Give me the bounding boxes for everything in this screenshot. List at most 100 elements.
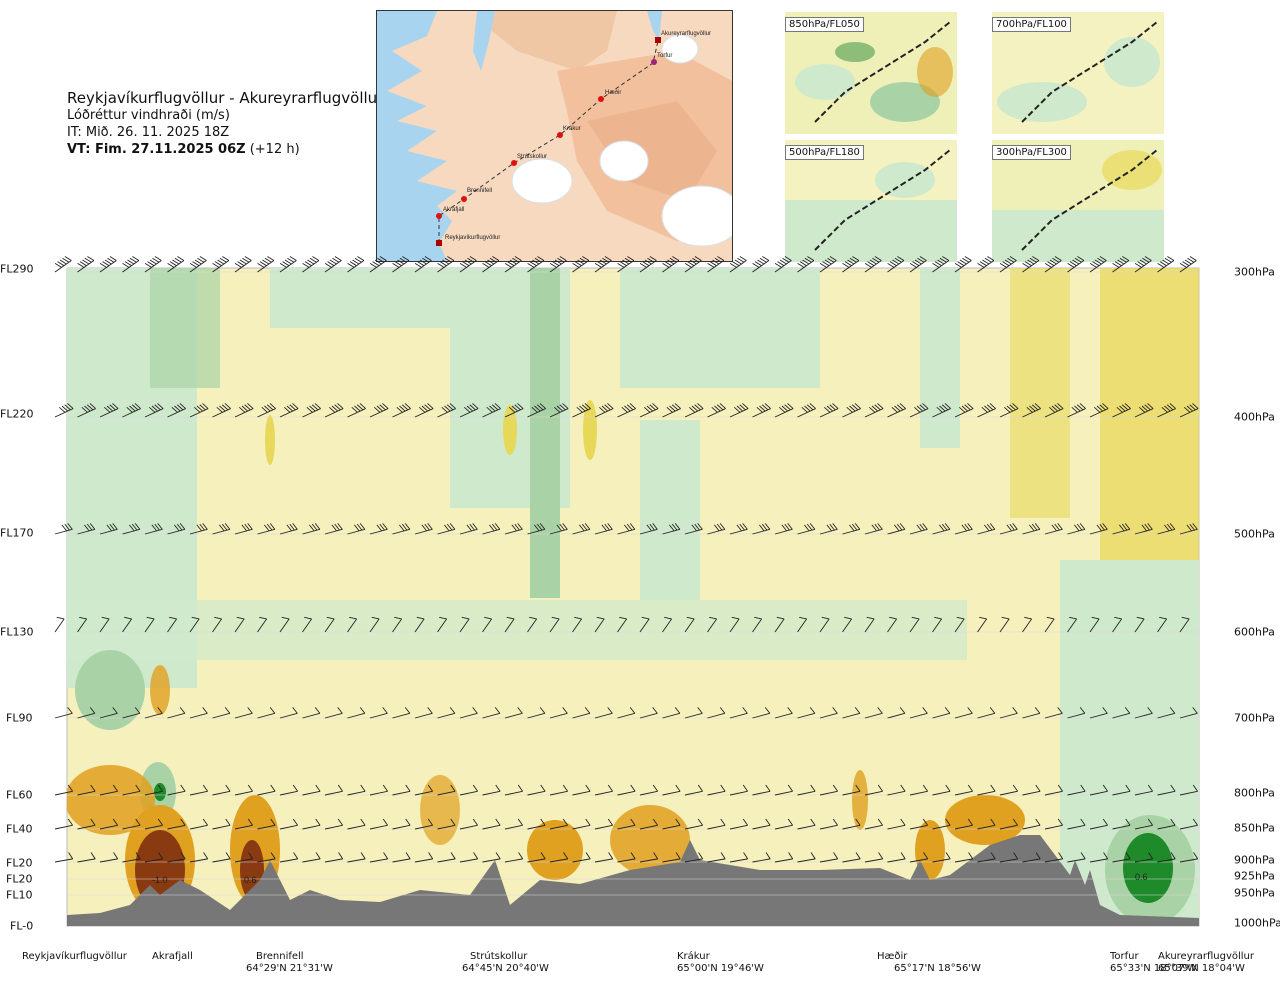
wind-barb bbox=[549, 616, 560, 633]
wind-barb bbox=[392, 784, 411, 796]
location-name: Akureyrarflugvöllur bbox=[1158, 951, 1255, 962]
thumbnail-700hpa-label: 700hPa/FL100 bbox=[992, 17, 1071, 32]
wind-barb bbox=[1044, 707, 1063, 719]
wind-barb bbox=[122, 256, 140, 273]
location-coords: 64°29'N 21°31'W bbox=[246, 963, 333, 974]
location-name: Hæðir bbox=[877, 951, 908, 962]
wind-barb bbox=[527, 256, 545, 273]
wind-barb bbox=[77, 616, 88, 633]
wind-barb bbox=[954, 616, 965, 633]
wind-barb bbox=[1157, 523, 1176, 535]
wind-barb bbox=[1067, 523, 1086, 535]
wind-barb bbox=[279, 852, 299, 863]
wind-barb bbox=[662, 616, 673, 633]
wind-barb bbox=[594, 616, 605, 633]
wind-barb bbox=[369, 818, 388, 830]
wind-barb bbox=[302, 707, 321, 719]
wind-barb bbox=[1157, 707, 1176, 719]
wind-barb bbox=[99, 707, 118, 719]
fl-label: FL170 bbox=[0, 526, 34, 540]
wind-barb bbox=[594, 818, 613, 830]
wind-barb bbox=[1022, 403, 1041, 418]
wind-barb bbox=[1022, 523, 1041, 535]
wind-barb bbox=[1112, 818, 1131, 830]
wind-barb bbox=[999, 523, 1018, 535]
wind-barb bbox=[459, 616, 470, 633]
wind-barb bbox=[684, 403, 704, 418]
wind-barb bbox=[1157, 852, 1176, 863]
wind-barb bbox=[504, 707, 523, 719]
wind-barb bbox=[774, 707, 793, 719]
wind-barb bbox=[279, 403, 299, 418]
wind-barb bbox=[684, 523, 703, 535]
field-patch bbox=[920, 268, 960, 448]
wind-barb bbox=[774, 616, 785, 633]
wind-barb bbox=[842, 852, 861, 863]
thumbnail-300hpa-label: 300hPa/FL300 bbox=[992, 145, 1071, 160]
wind-barb bbox=[527, 852, 546, 863]
wind-barb bbox=[954, 784, 973, 796]
location-reykjavik: Reykjavíkurflugvöllur bbox=[22, 951, 127, 963]
fl-label: FL90 bbox=[6, 711, 33, 725]
field-patch bbox=[610, 805, 690, 875]
wind-barb bbox=[1044, 256, 1062, 273]
wind-barb bbox=[842, 707, 861, 719]
thumbnail-500hpa[interactable]: 500hPa/FL180 bbox=[785, 140, 957, 262]
wind-barb bbox=[54, 403, 74, 418]
wind-barb bbox=[347, 256, 365, 273]
wind-barb bbox=[572, 403, 591, 418]
wind-barb bbox=[347, 707, 366, 719]
wind-barb bbox=[639, 784, 658, 796]
wind-barb bbox=[1022, 818, 1041, 830]
wind-barb bbox=[617, 707, 636, 719]
map-label-torfur: Torfur bbox=[657, 53, 672, 59]
wind-barb bbox=[1179, 818, 1198, 830]
wind-barb bbox=[617, 523, 636, 535]
thumbnail-300hpa[interactable]: 300hPa/FL300 bbox=[992, 140, 1164, 262]
parameter-label: Lóðréttur vindhraði (m/s) bbox=[67, 108, 230, 123]
pressure-label: 700hPa bbox=[1234, 711, 1275, 725]
wind-barb bbox=[527, 403, 546, 418]
field-patch bbox=[852, 770, 868, 830]
wind-barb bbox=[459, 784, 478, 796]
field-patch bbox=[1123, 833, 1173, 903]
wind-barb bbox=[1022, 784, 1041, 796]
route-title: Reykjavíkurflugvöllur - Akureyrarflugvöl… bbox=[67, 89, 384, 107]
wind-barb bbox=[774, 784, 793, 796]
wind-barb bbox=[639, 852, 659, 863]
thumbnail-850hpa[interactable]: 850hPa/FL050 bbox=[785, 12, 957, 134]
wind-barb bbox=[1134, 818, 1153, 830]
wind-barb bbox=[729, 707, 748, 719]
wind-barb bbox=[212, 852, 231, 863]
wind-barb bbox=[504, 852, 524, 863]
wind-barb bbox=[167, 707, 186, 719]
wind-barb bbox=[662, 852, 681, 863]
wind-barb bbox=[1134, 707, 1153, 719]
wind-barb bbox=[54, 818, 73, 830]
contour-label: 0.6 bbox=[244, 875, 257, 885]
wind-barb bbox=[369, 256, 387, 273]
wind-barb bbox=[99, 403, 119, 418]
wind-barb bbox=[887, 403, 906, 418]
map-point-torfur bbox=[651, 59, 657, 65]
wind-barb bbox=[189, 616, 200, 633]
wind-barb bbox=[954, 852, 974, 863]
wind-barb bbox=[369, 784, 388, 796]
wind-barb bbox=[437, 523, 456, 535]
wind-barb bbox=[1179, 403, 1199, 418]
location-akrafjall: Akrafjall bbox=[152, 951, 193, 963]
wind-barb bbox=[549, 784, 568, 796]
wind-barb bbox=[617, 616, 628, 633]
contour-label: -1.0 bbox=[152, 875, 168, 885]
map-label-akrafjall: Akrafjall bbox=[443, 207, 464, 213]
wind-barb bbox=[167, 818, 186, 830]
field-patch bbox=[583, 400, 597, 460]
wind-barb bbox=[189, 818, 208, 830]
wind-barb bbox=[549, 852, 569, 863]
thumbnail-700hpa[interactable]: 700hPa/FL100 bbox=[992, 12, 1164, 134]
wind-barb bbox=[1157, 818, 1176, 830]
wind-barb bbox=[347, 523, 366, 535]
wind-barb bbox=[887, 818, 906, 830]
wind-barb bbox=[1179, 784, 1198, 796]
wind-barb bbox=[1089, 852, 1109, 863]
